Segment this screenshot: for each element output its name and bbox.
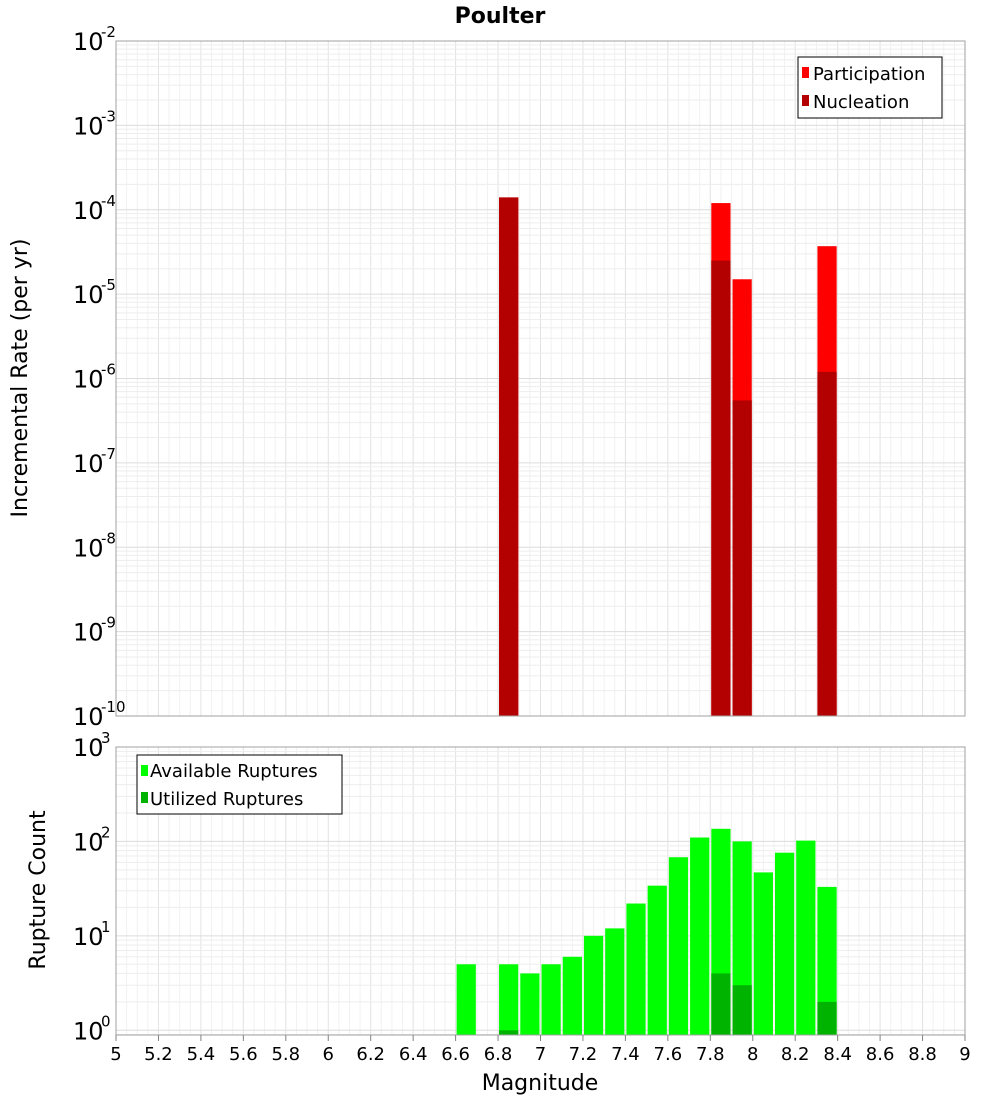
top-y-tick-label: 10 <box>73 112 104 140</box>
legend-swatch-nucleation <box>802 95 809 106</box>
bottom-y-tick-exponent: 2 <box>101 823 111 841</box>
x-tick-label: 7.2 <box>569 1044 598 1065</box>
bottom-y-tick-label: 10 <box>73 828 104 856</box>
bottom-bar-available-ruptures <box>499 964 519 1035</box>
legend-swatch-utilized <box>141 792 148 803</box>
top-y-tick-label: 10 <box>73 703 104 731</box>
top-y-tick-exponent: -10 <box>101 698 126 716</box>
bottom-bar-available-ruptures <box>562 956 582 1035</box>
bottom-y-tick-exponent: 1 <box>101 918 111 936</box>
top-y-tick-exponent: -5 <box>101 276 116 294</box>
top-y-tick-exponent: -2 <box>101 23 116 41</box>
bottom-bar-available-ruptures <box>583 935 604 1035</box>
x-tick-label: 8.8 <box>908 1044 937 1065</box>
bottom-y-tick-exponent: 0 <box>101 1012 111 1030</box>
top-y-axis-label: Incremental Rate (per yr) <box>8 239 33 518</box>
x-tick-label: 5 <box>110 1044 121 1065</box>
bottom-y-tick-label: 10 <box>73 923 104 951</box>
x-tick-label: 8.6 <box>866 1044 895 1065</box>
x-tick-label: 6.6 <box>441 1044 470 1065</box>
top-legend-box <box>797 56 943 119</box>
x-ticks: 5 5.2 5.4 5.6 5.8 6 6.2 6.4 6.6 6.8 7 7.2 7.4 7.6 7.8 8… <box>110 1035 971 1065</box>
bottom-y-tick-label: 10 <box>73 1017 104 1045</box>
legend-label-participation: Participation <box>813 64 925 85</box>
top-y-tick-label: 10 <box>73 197 104 225</box>
bottom-bar-utilized-ruptures <box>732 985 752 1035</box>
bottom-bar-available-ruptures <box>541 964 561 1035</box>
top-y-tick-label: 10 <box>73 534 104 562</box>
top-y-tick-label: 10 <box>73 28 104 56</box>
bottom-bar-available-ruptures <box>626 903 646 1035</box>
x-axis-label: Magnitude <box>482 1071 599 1096</box>
x-tick-label: 6.2 <box>356 1044 385 1065</box>
top-y-tick-label: 10 <box>73 366 104 394</box>
top-y-tick-label: 10 <box>73 450 104 478</box>
x-tick-label: 5.8 <box>271 1044 300 1065</box>
top-grid <box>115 41 966 717</box>
top-y-tick-exponent: -7 <box>101 445 116 463</box>
bottom-bar-available-ruptures <box>753 872 773 1035</box>
bottom-bar-utilized-ruptures <box>817 1001 837 1035</box>
bottom-bar-utilized-ruptures <box>711 973 731 1035</box>
legend-label-utilized: Utilized Ruptures <box>150 789 303 810</box>
top-y-ticks: 10-210-310-410-510-610-710-810-910-10 <box>73 23 126 731</box>
top-panel: 10-210-310-410-510-610-710-810-910-10 In… <box>8 23 966 731</box>
x-tick-label: 6 <box>323 1044 334 1065</box>
legend-label-nucleation: Nucleation <box>813 92 909 113</box>
x-tick-label: 8.4 <box>823 1044 852 1065</box>
x-tick-label: 6.4 <box>399 1044 428 1065</box>
x-tick-label: 9 <box>959 1044 970 1065</box>
top-y-tick-exponent: -4 <box>101 192 116 210</box>
bottom-legend: Available Ruptures Utilized Ruptures <box>136 754 343 815</box>
x-tick-label: 5.4 <box>187 1044 216 1065</box>
bottom-bar-available-ruptures <box>817 886 837 1035</box>
x-tick-label: 7.8 <box>696 1044 725 1065</box>
top-plot-frame <box>115 40 966 717</box>
bottom-y-axis-label: Rupture Count <box>26 810 51 970</box>
legend-swatch-participation <box>802 67 809 78</box>
chart-title: Poulter <box>455 4 546 29</box>
top-y-tick-label: 10 <box>73 619 104 647</box>
top-y-tick-exponent: -8 <box>101 529 116 547</box>
top-y-tick-exponent: -3 <box>101 107 116 125</box>
bottom-legend-box <box>136 754 343 815</box>
legend-label-available: Available Ruptures <box>150 761 318 782</box>
top-bars <box>499 197 837 717</box>
bottom-bar-available-ruptures <box>520 973 540 1035</box>
bottom-bar-available-ruptures <box>774 852 795 1035</box>
x-tick-label: 7 <box>535 1044 546 1065</box>
bottom-bar-available-ruptures <box>647 885 667 1035</box>
bottom-bar-available-ruptures <box>605 928 625 1035</box>
top-legend: Participation Nucleation <box>797 56 943 119</box>
top-bar-nucleation <box>817 371 837 716</box>
legend-swatch-available <box>141 765 148 776</box>
x-tick-label: 7.4 <box>611 1044 640 1065</box>
x-tick-label: 8.2 <box>781 1044 810 1065</box>
top-bar-nucleation <box>732 400 752 716</box>
x-tick-label: 5.6 <box>229 1044 258 1065</box>
top-y-tick-label: 10 <box>73 281 104 309</box>
bottom-bar-utilized-ruptures <box>499 1030 519 1035</box>
bottom-bar-available-ruptures <box>668 857 689 1035</box>
x-tick-label: 5.2 <box>144 1044 173 1065</box>
x-tick-label: 8 <box>747 1044 758 1065</box>
bottom-y-tick-exponent: 3 <box>101 729 111 747</box>
x-tick-label: 6.8 <box>484 1044 513 1065</box>
top-bar-nucleation <box>711 260 731 716</box>
x-tick-label: 7.6 <box>654 1044 683 1065</box>
top-y-tick-exponent: -9 <box>101 614 116 632</box>
bottom-y-tick-label: 10 <box>73 734 104 762</box>
top-bar-nucleation <box>499 197 519 717</box>
bottom-bar-available-ruptures <box>690 837 710 1035</box>
bottom-bar-available-ruptures <box>456 964 476 1035</box>
top-y-tick-exponent: -6 <box>101 361 116 379</box>
bottom-bar-available-ruptures <box>796 840 816 1035</box>
bottom-bars <box>456 828 837 1035</box>
